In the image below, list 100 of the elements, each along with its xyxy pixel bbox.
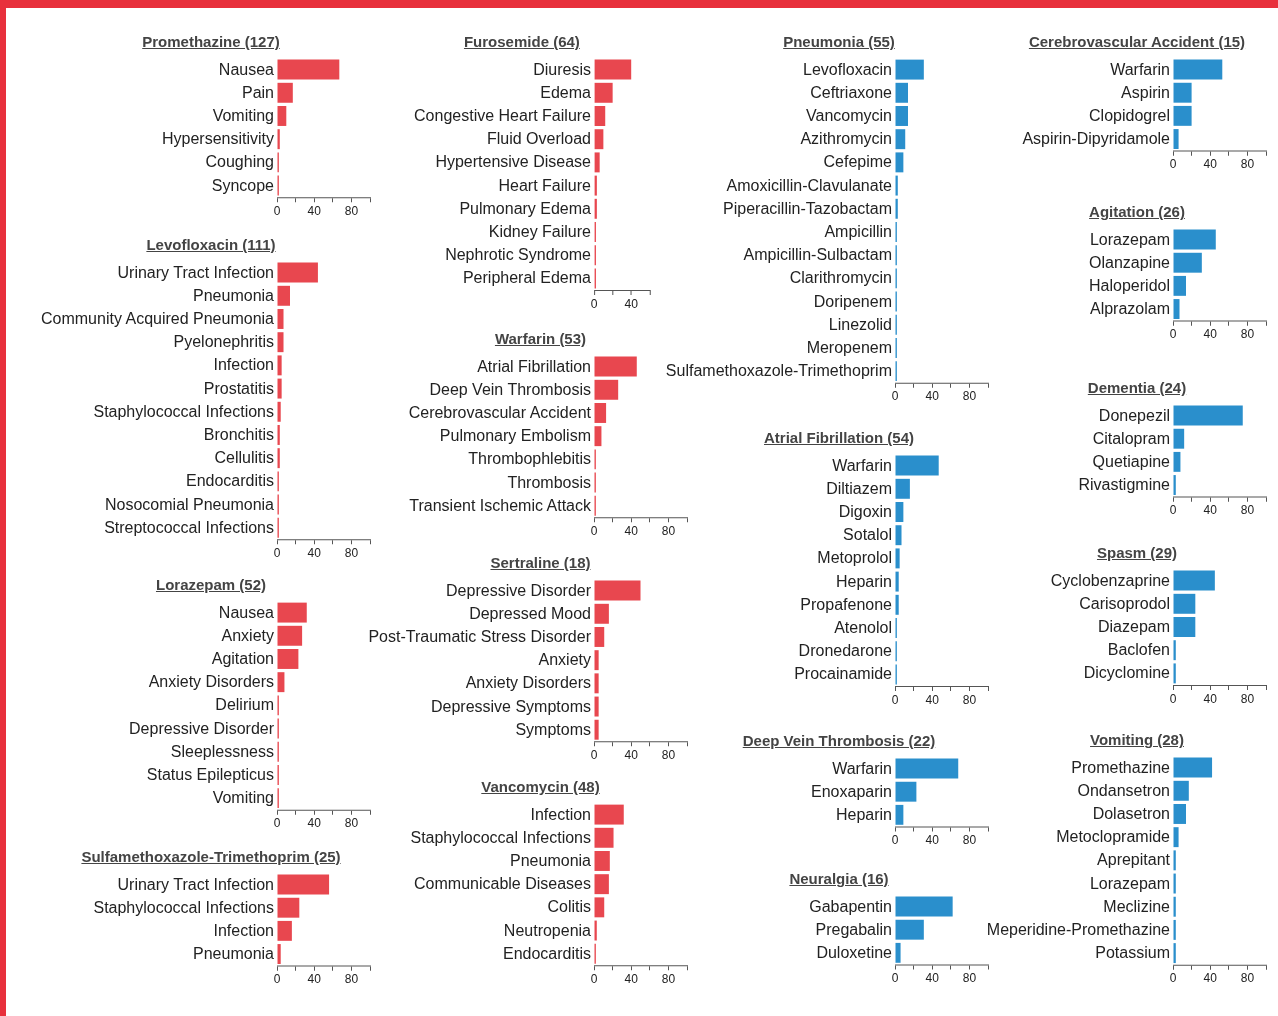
bar xyxy=(594,129,604,150)
x-tick-label: 80 xyxy=(1240,327,1255,342)
y-tick-label: Post-Traumatic Stress Disorder xyxy=(368,627,591,647)
bar xyxy=(895,758,959,779)
bar xyxy=(594,719,599,740)
y-tick-label: Doripenem xyxy=(813,291,892,312)
x-tick-label: 80 xyxy=(1240,691,1255,706)
y-tick-label: Propafenone xyxy=(800,594,892,615)
x-tick-label: 40 xyxy=(307,203,322,218)
y-tick-label: Ceftriaxone xyxy=(810,82,892,103)
y-tick-label: Aspirin-Dipyridamole xyxy=(1022,129,1170,150)
y-tick-label: Urinary Tract Infection xyxy=(117,874,274,895)
bar xyxy=(277,602,307,623)
y-tick-label: Digoxin xyxy=(838,502,892,522)
bar xyxy=(594,804,624,825)
y-tick-label: Vomiting xyxy=(212,788,274,809)
bar xyxy=(1173,780,1189,801)
y-tick-label: Dicyclomine xyxy=(1083,663,1170,684)
y-tick-label: Olanzapine xyxy=(1089,252,1170,273)
y-tick-label: Staphylococcal Infections xyxy=(93,401,274,422)
bar xyxy=(594,379,619,400)
bar xyxy=(277,897,300,918)
bar xyxy=(895,548,900,569)
bar xyxy=(1173,275,1187,296)
y-tick-label: Peripheral Edema xyxy=(462,268,591,289)
y-tick-label: Pulmonary Embolism xyxy=(439,426,591,447)
chart-title: Atrial Fibrillation (54) xyxy=(763,429,914,446)
y-tick-label: Vancomycin xyxy=(806,106,892,126)
y-tick-label: Linezolid xyxy=(828,314,892,335)
y-tick-label: Atrial Fibrillation xyxy=(477,356,591,377)
x-tick-label: 40 xyxy=(624,971,639,986)
bar xyxy=(1173,59,1223,80)
y-tick-label: Diltiazem xyxy=(826,478,892,499)
x-tick-label: 0 xyxy=(1169,691,1177,706)
bar xyxy=(594,356,637,377)
x-tick-label: 80 xyxy=(1240,971,1255,986)
chart-title: Agitation (26) xyxy=(1089,203,1185,220)
bar xyxy=(594,403,607,423)
y-tick-label: Kidney Failure xyxy=(488,222,591,242)
y-tick-label: Streptococcal Infections xyxy=(104,517,274,538)
bar xyxy=(277,106,287,126)
x-tick-label: 0 xyxy=(891,692,899,707)
y-tick-label: Prostatitis xyxy=(203,378,274,399)
chart-title: Warfarin (53) xyxy=(494,330,587,347)
y-tick-label: Thrombophlebitis xyxy=(468,449,591,470)
bar xyxy=(594,152,600,173)
y-tick-label: Bronchitis xyxy=(203,425,274,445)
x-tick-label: 0 xyxy=(891,971,899,986)
bar xyxy=(1173,827,1179,848)
y-tick-label: Anxiety xyxy=(538,650,591,671)
bar xyxy=(1173,82,1192,103)
x-tick-label: 0 xyxy=(273,972,281,987)
x-tick-label: 40 xyxy=(307,545,322,560)
y-tick-label: Aprepitant xyxy=(1097,850,1170,871)
bar xyxy=(594,106,606,126)
bar xyxy=(895,525,902,546)
y-tick-label: Endocarditis xyxy=(502,943,591,964)
bar xyxy=(277,944,281,964)
x-tick-label: 40 xyxy=(1203,157,1218,172)
bar xyxy=(594,851,610,871)
y-tick-label: Ampicillin xyxy=(824,222,892,242)
y-tick-label: Sulfamethoxazole-Trimethoprim xyxy=(665,361,892,382)
bar xyxy=(1173,593,1196,614)
bar xyxy=(1173,129,1179,149)
y-tick-label: Community Acquired Pneumonia xyxy=(40,309,274,329)
y-tick-label: Fluid Overload xyxy=(486,129,591,150)
bar xyxy=(895,478,910,499)
y-tick-label: Meropenem xyxy=(806,338,892,358)
y-tick-label: Enoxaparin xyxy=(811,781,892,802)
y-tick-label: Ondansetron xyxy=(1077,780,1170,801)
y-tick-label: Depressed Mood xyxy=(469,603,591,624)
x-tick-label: 0 xyxy=(273,545,281,560)
bar xyxy=(895,571,899,592)
bar xyxy=(594,580,641,601)
y-tick-label: Diazepam xyxy=(1097,617,1170,637)
x-tick-label: 40 xyxy=(1203,971,1218,986)
chart-title: Furosemide (64) xyxy=(463,33,580,50)
y-tick-label: Depressive Disorder xyxy=(446,580,591,601)
chart-title: Promethazine (127) xyxy=(142,33,280,50)
x-tick-label: 40 xyxy=(307,816,322,831)
bar xyxy=(895,896,953,917)
bar xyxy=(594,874,609,895)
y-tick-label: Pneumonia xyxy=(193,944,274,965)
bar xyxy=(277,332,284,353)
y-tick-label: Congestive Heart Failure xyxy=(414,106,591,126)
x-tick-label: 0 xyxy=(590,296,598,311)
y-tick-label: Warfarin xyxy=(1110,59,1170,80)
y-tick-label: Heparin xyxy=(835,571,892,592)
x-tick-label: 0 xyxy=(273,816,281,831)
chart-title: Spasm (29) xyxy=(1096,544,1178,561)
y-tick-label: Diuresis xyxy=(533,59,591,80)
chart-title: Neuralgia (16) xyxy=(789,870,889,887)
y-tick-label: Dronedarone xyxy=(798,641,892,662)
chart-title: Sulfamethoxazole-Trimethoprim (25) xyxy=(81,848,341,865)
x-tick-label: 40 xyxy=(624,523,639,538)
y-tick-label: Staphylococcal Infections xyxy=(410,827,591,848)
y-tick-label: Anxiety Disorders xyxy=(465,673,591,694)
bar xyxy=(1173,252,1202,273)
y-tick-label: Dolasetron xyxy=(1092,804,1170,824)
chart-title: Vancomycin (48) xyxy=(481,778,600,795)
